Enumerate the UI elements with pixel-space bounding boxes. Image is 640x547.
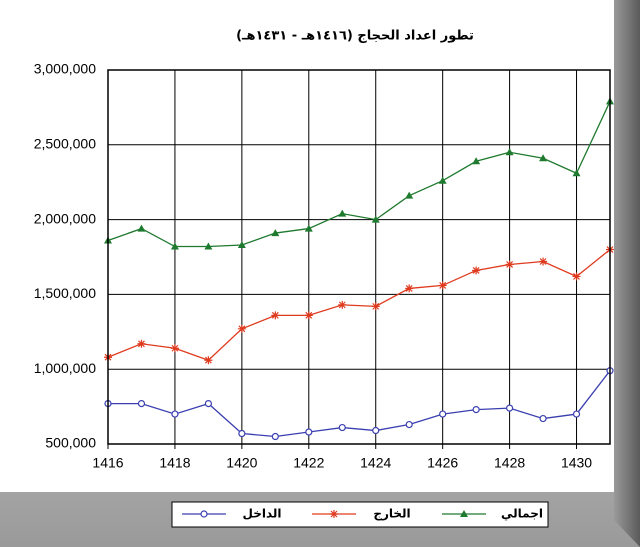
series-line	[107, 249, 611, 361]
x-tick-label: 1418	[159, 455, 190, 471]
legend-label: الخارج	[373, 507, 410, 521]
x-tick-label: 1420	[226, 455, 257, 471]
y-tick-label: 3,000,000	[34, 61, 96, 77]
marker	[271, 229, 280, 237]
marker	[438, 176, 447, 184]
marker	[204, 356, 213, 365]
marker	[405, 284, 414, 293]
marker	[405, 420, 413, 429]
x-tick-label: 1426	[427, 455, 458, 471]
marker	[304, 224, 313, 232]
series-line	[108, 370, 611, 438]
marker	[372, 426, 380, 435]
marker	[505, 148, 514, 156]
marker	[539, 257, 548, 266]
marker	[171, 410, 179, 418]
marker	[472, 266, 481, 275]
marker	[204, 400, 212, 408]
x-tick-label: 1424	[360, 455, 391, 471]
marker	[338, 300, 347, 309]
marker	[237, 324, 246, 333]
legend	[171, 501, 549, 528]
marker	[572, 169, 581, 177]
chart-title: تطور اعداد الحجاج (١٤١٦هـ - ١٤٣١هـ)	[236, 29, 474, 44]
marker	[237, 241, 246, 249]
marker	[137, 224, 146, 232]
marker	[330, 510, 338, 518]
marker	[170, 344, 179, 353]
marker	[539, 414, 547, 423]
x-tick-label: 1430	[561, 455, 592, 471]
marker	[438, 281, 447, 290]
marker	[572, 410, 581, 418]
marker	[200, 510, 208, 518]
marker	[338, 209, 347, 217]
marker	[305, 428, 313, 436]
marker	[505, 260, 514, 269]
marker	[539, 154, 548, 162]
marker	[572, 272, 581, 281]
marker	[304, 311, 313, 320]
frame-bevel	[614, 0, 640, 547]
y-tick-label: 1,500,000	[34, 285, 96, 301]
marker	[472, 157, 481, 165]
x-tick-label: 1428	[494, 455, 525, 471]
legend-label: الداخل	[242, 507, 281, 521]
series	[104, 97, 614, 250]
marker	[506, 404, 514, 412]
marker	[204, 242, 213, 250]
marker	[271, 311, 280, 320]
marker	[238, 429, 246, 438]
series-line	[107, 101, 611, 248]
marker	[137, 400, 146, 408]
y-tick-label: 1,000,000	[34, 360, 96, 376]
marker	[371, 302, 380, 311]
marker	[439, 410, 447, 418]
x-tick-label: 1416	[92, 455, 123, 471]
plot-border	[107, 69, 611, 445]
x-tick-label: 1422	[293, 455, 324, 471]
y-tick-label: 2,500,000	[34, 136, 96, 152]
marker	[472, 405, 480, 414]
marker	[371, 215, 380, 223]
marker	[137, 339, 146, 348]
y-tick-label: 500,000	[45, 435, 96, 451]
marker	[460, 510, 468, 517]
marker	[170, 242, 179, 250]
marker	[338, 423, 346, 432]
marker	[405, 191, 414, 199]
y-tick-label: 2,000,000	[34, 210, 96, 226]
legend-label: اجمالي	[501, 507, 543, 521]
marker	[271, 432, 279, 441]
series	[104, 367, 614, 441]
